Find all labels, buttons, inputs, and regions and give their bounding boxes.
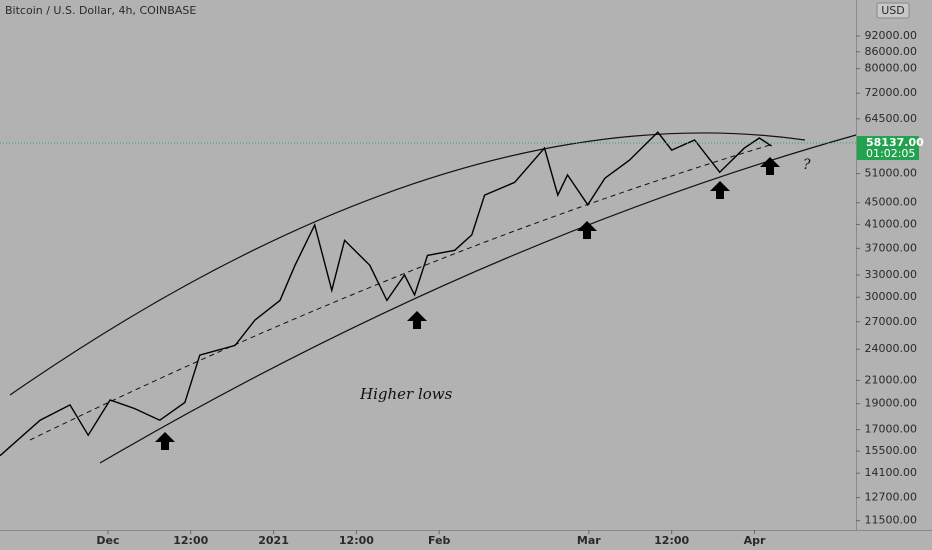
x-tick-label: Feb [428,534,451,547]
x-tick-label: 12:00 [339,534,374,547]
y-tick-label: 41000.00 [865,217,918,230]
x-tick-label: Dec [96,534,119,547]
y-tick-label: 37000.00 [865,241,918,254]
y-tick-label: 11500.00 [865,514,918,527]
last-price-label: 58137.00 [866,136,924,149]
currency-button[interactable] [876,2,910,19]
x-tick-label: 12:00 [173,534,208,547]
annotation: Higher lows [359,385,453,403]
y-tick-label: 92000.00 [865,29,918,42]
y-tick-label: 80000.00 [865,62,918,75]
arrow [760,157,780,175]
y-tick-label: 17000.00 [865,423,918,436]
arrow [577,221,597,239]
arrow [155,432,175,450]
x-tick-label: Apr [744,534,766,547]
y-tick-label: 12700.00 [865,491,918,504]
y-tick-label: 64500.00 [865,112,918,125]
y-tick-label: 45000.00 [865,196,918,209]
countdown: 01:02:05 [866,147,915,160]
currency-label[interactable]: USD [881,4,905,17]
chart-title: Bitcoin / U.S. Dollar, 4h, COINBASE [5,4,196,17]
y-tick-label: 30000.00 [865,290,918,303]
y-tick-label: 21000.00 [865,373,918,386]
y-tick-label: 27000.00 [865,315,918,328]
y-tick-label: 19000.00 [865,397,918,410]
y-tick-label: 51000.00 [865,167,918,180]
arrow [407,311,427,329]
y-tick-label: 86000.00 [865,45,918,58]
y-tick-label: 24000.00 [865,342,918,355]
y-tick-label: 15500.00 [865,444,918,457]
channel-upper [9,132,806,396]
y-tick-label: 33000.00 [865,268,918,281]
x-tick-label: 12:00 [654,534,689,547]
channel-lower [99,134,857,464]
annotation: ? [803,157,811,173]
y-tick-label: 14100.00 [865,466,918,479]
price-line [0,131,772,457]
x-tick-label: Mar [577,534,601,547]
channel-mid [29,144,771,441]
last-price-tag [857,136,919,161]
arrow [710,181,730,199]
arrows [155,157,780,450]
y-tick-label: 72000.00 [865,86,918,99]
x-tick-label: 2021 [258,534,289,547]
